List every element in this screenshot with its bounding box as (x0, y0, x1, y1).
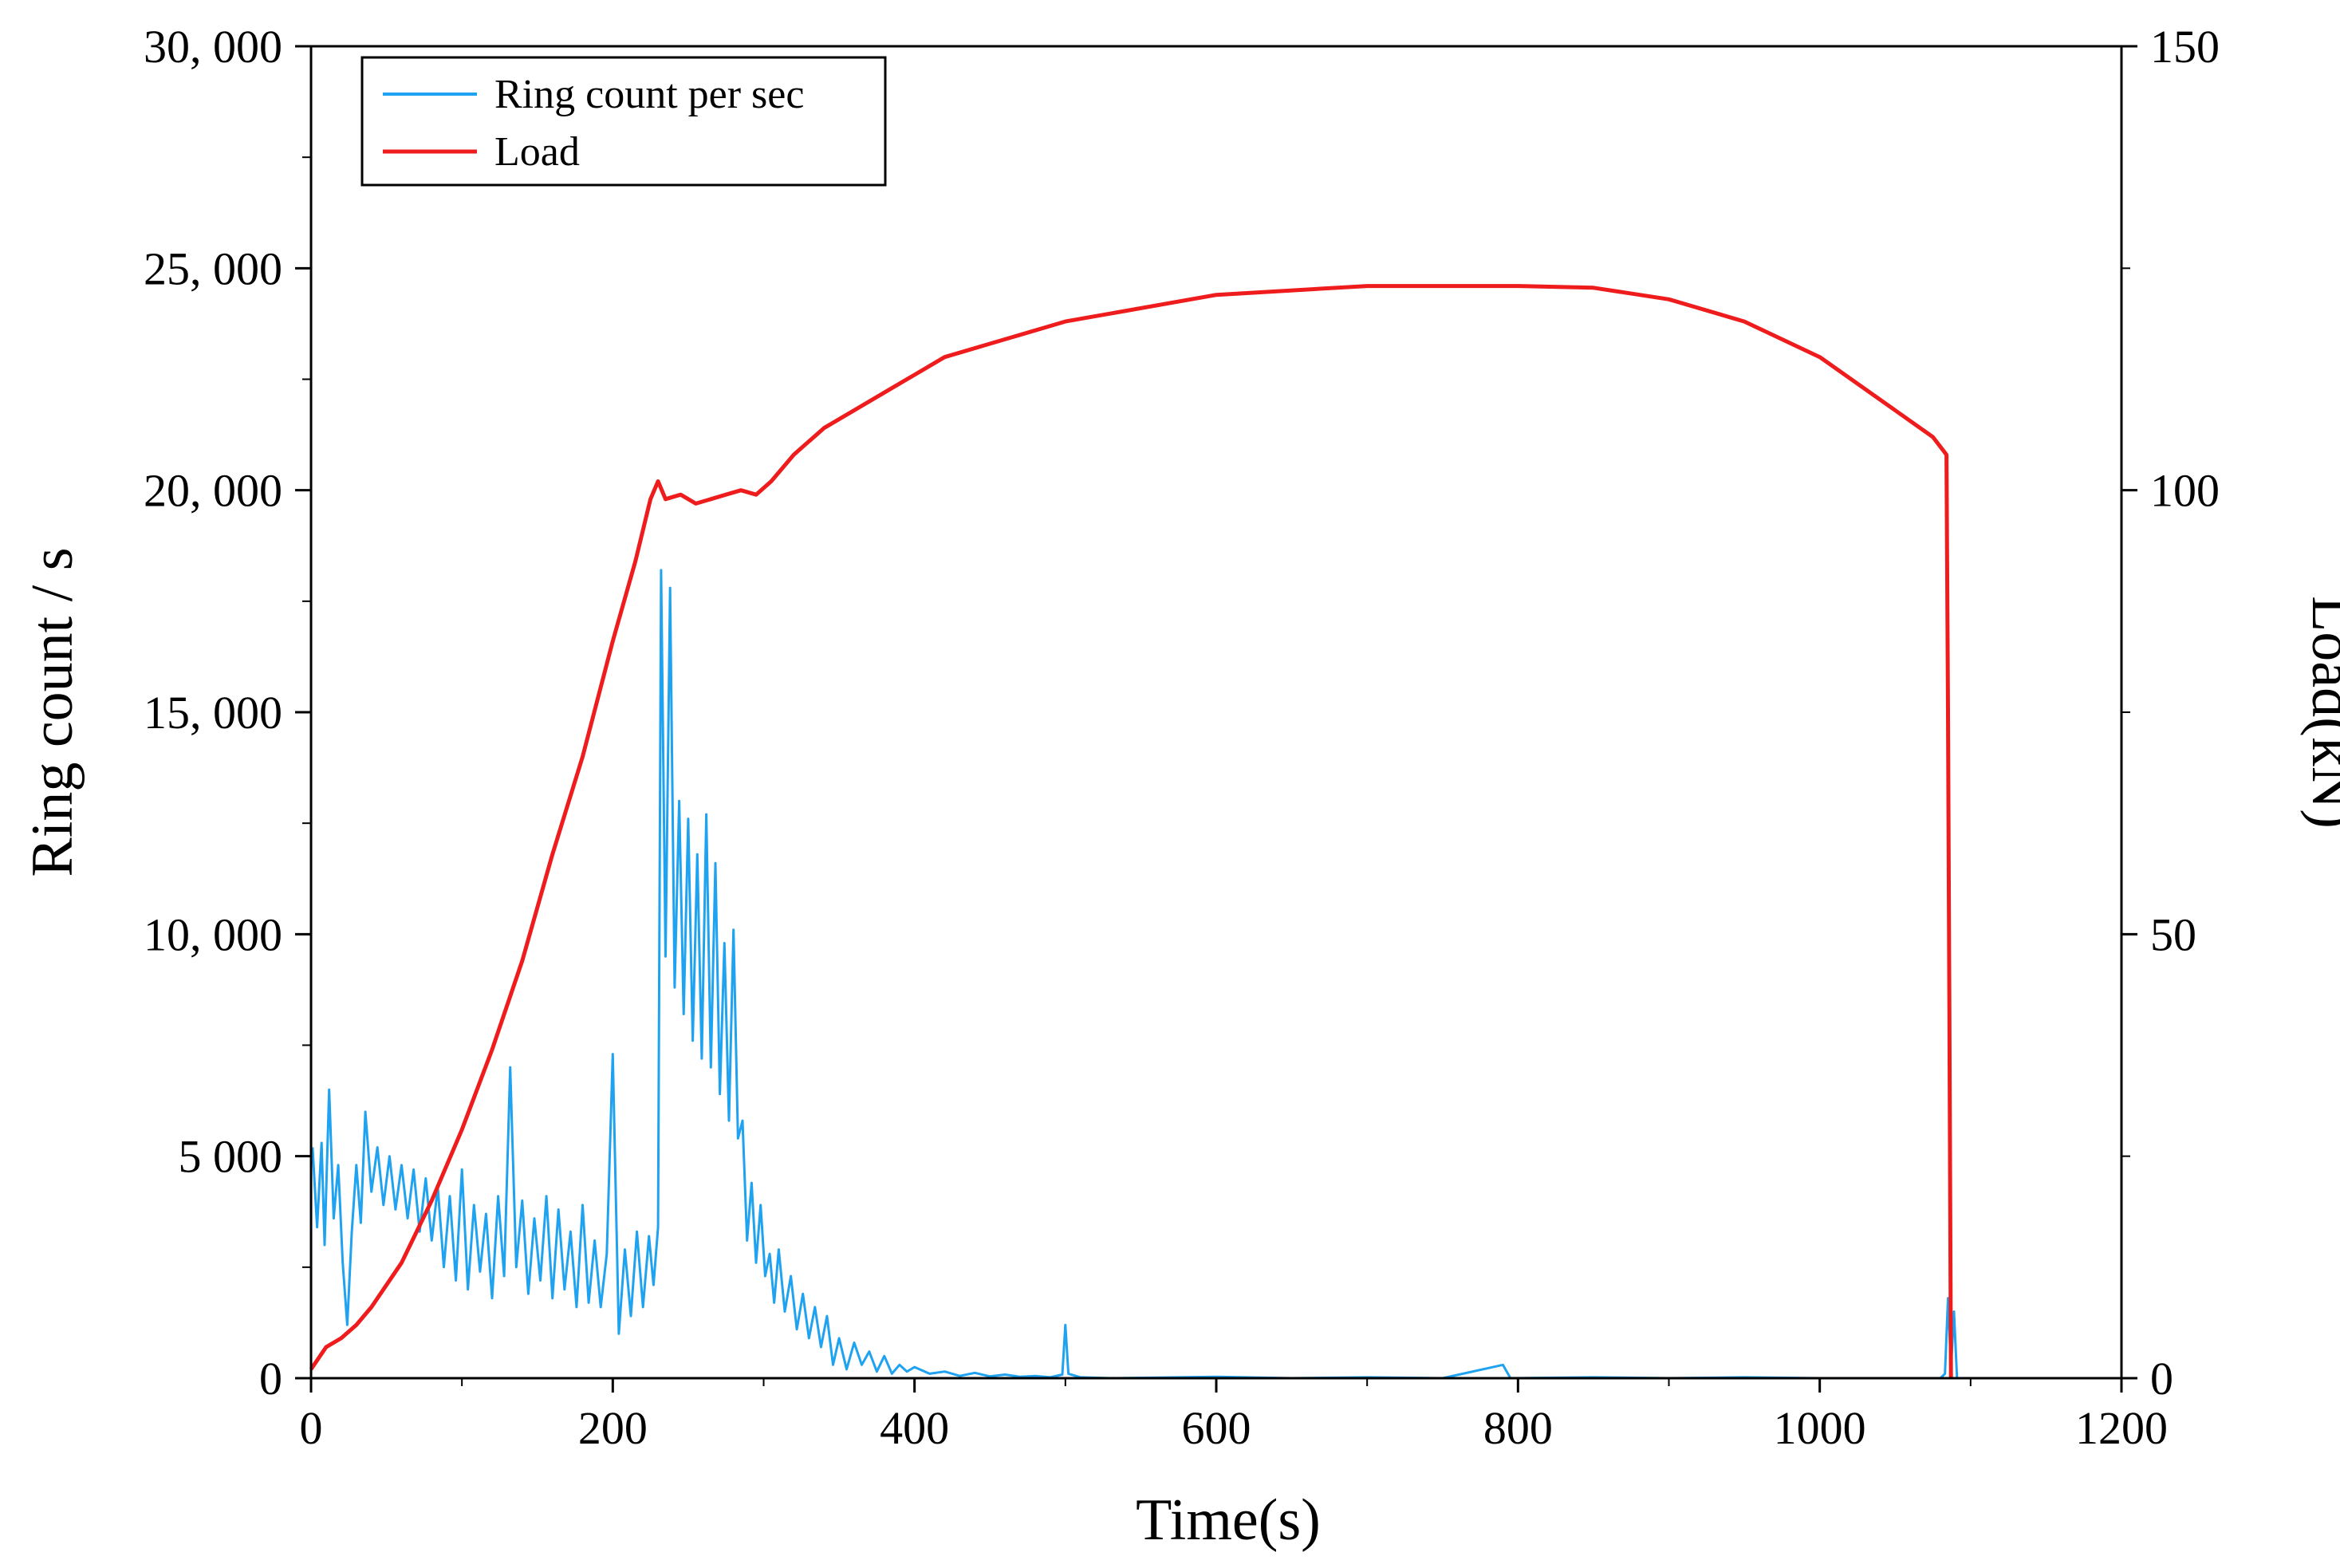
y-right-tick-label: 50 (2150, 908, 2196, 960)
legend-box (360, 56, 887, 187)
y-right-tick-label: 150 (2150, 21, 2220, 73)
x-tick-label: 400 (880, 1402, 949, 1454)
y-left-tick-label: 10, 000 (144, 908, 282, 960)
y-right-tick-label: 0 (2150, 1353, 2173, 1405)
x-axis-title: Time(s) (1136, 1487, 1321, 1553)
legend-label-ring: Ring count per sec (494, 72, 804, 117)
y-left-tick-label: 30, 000 (144, 21, 282, 73)
legend-label-load: Load (494, 129, 580, 175)
y-left-tick-label: 5 000 (179, 1131, 283, 1183)
y-right-tick-label: 100 (2150, 465, 2220, 517)
x-tick-label: 200 (578, 1402, 648, 1454)
series-layer (309, 284, 1971, 1380)
series-line-ring-count (311, 569, 1971, 1380)
y-left-tick-label: 15, 000 (144, 687, 282, 739)
x-tick-label: 1200 (2075, 1402, 2168, 1454)
y-left-tick-label: 25, 000 (144, 242, 282, 294)
x-tick-label: 600 (1182, 1402, 1251, 1454)
y-axis-left-title: Ring count / s (20, 547, 85, 877)
y-left-tick-label: 0 (259, 1353, 282, 1405)
x-tick-label: 1000 (1774, 1402, 1866, 1454)
series-line-load (309, 284, 1953, 1379)
legend: Ring count per sec Load (360, 56, 887, 187)
x-tick-label: 0 (300, 1402, 323, 1454)
y-axis-right-title: Load(kN) (2299, 596, 2340, 829)
x-tick-label: 800 (1483, 1402, 1553, 1454)
y-left-tick-label: 20, 000 (144, 465, 282, 517)
plot-area (311, 46, 2121, 1378)
